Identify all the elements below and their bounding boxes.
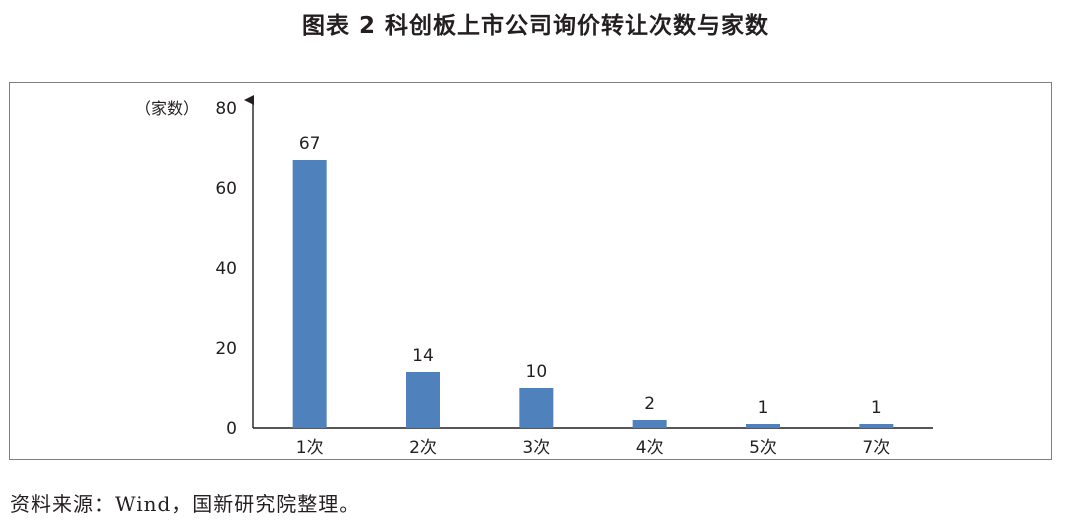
bar bbox=[632, 420, 667, 428]
x-tick-label: 7次 bbox=[862, 438, 890, 458]
bar-chart: 0 20 40 60 80 （家数） 1次 2次 3次 4次 5次 7次 67 14 10 2 1 1 bbox=[135, 95, 933, 458]
y-tick-label: 60 bbox=[215, 179, 237, 199]
x-tick-label: 1次 bbox=[296, 438, 324, 458]
data-label: 1 bbox=[871, 398, 882, 418]
y-tick-label: 80 bbox=[215, 99, 237, 119]
x-axis: 1次 2次 3次 4次 5次 7次 bbox=[253, 427, 933, 458]
bar bbox=[292, 160, 327, 428]
y-tick-label: 0 bbox=[226, 419, 237, 439]
bars bbox=[292, 160, 894, 428]
data-label: 14 bbox=[412, 346, 434, 366]
x-tick-label: 5次 bbox=[749, 438, 777, 458]
source-note: 资料来源：Wind，国新研究院整理。 bbox=[10, 492, 361, 516]
y-tick-label: 20 bbox=[215, 339, 237, 359]
data-label: 2 bbox=[644, 394, 655, 414]
x-tick-label: 2次 bbox=[409, 438, 437, 458]
data-label: 67 bbox=[299, 134, 321, 154]
data-labels: 67 14 10 2 1 1 bbox=[299, 134, 882, 418]
figure-title: 图表 2 科创板上市公司询价转让次数与家数 bbox=[301, 13, 770, 39]
x-tick-label: 3次 bbox=[522, 438, 550, 458]
y-axis: 0 20 40 60 80 （家数） bbox=[135, 95, 254, 439]
bar bbox=[519, 388, 554, 428]
bar bbox=[746, 424, 780, 428]
data-label: 1 bbox=[758, 398, 769, 418]
y-axis-unit-label: （家数） bbox=[135, 99, 199, 118]
y-tick-label: 40 bbox=[215, 259, 237, 279]
chart-frame: 0 20 40 60 80 （家数） 1次 2次 3次 4次 5次 7次 67 14 10 2 1 1 bbox=[9, 82, 1052, 460]
bar bbox=[859, 424, 894, 428]
x-tick-label: 4次 bbox=[636, 438, 664, 458]
bar bbox=[406, 372, 440, 428]
data-label: 10 bbox=[526, 362, 548, 382]
